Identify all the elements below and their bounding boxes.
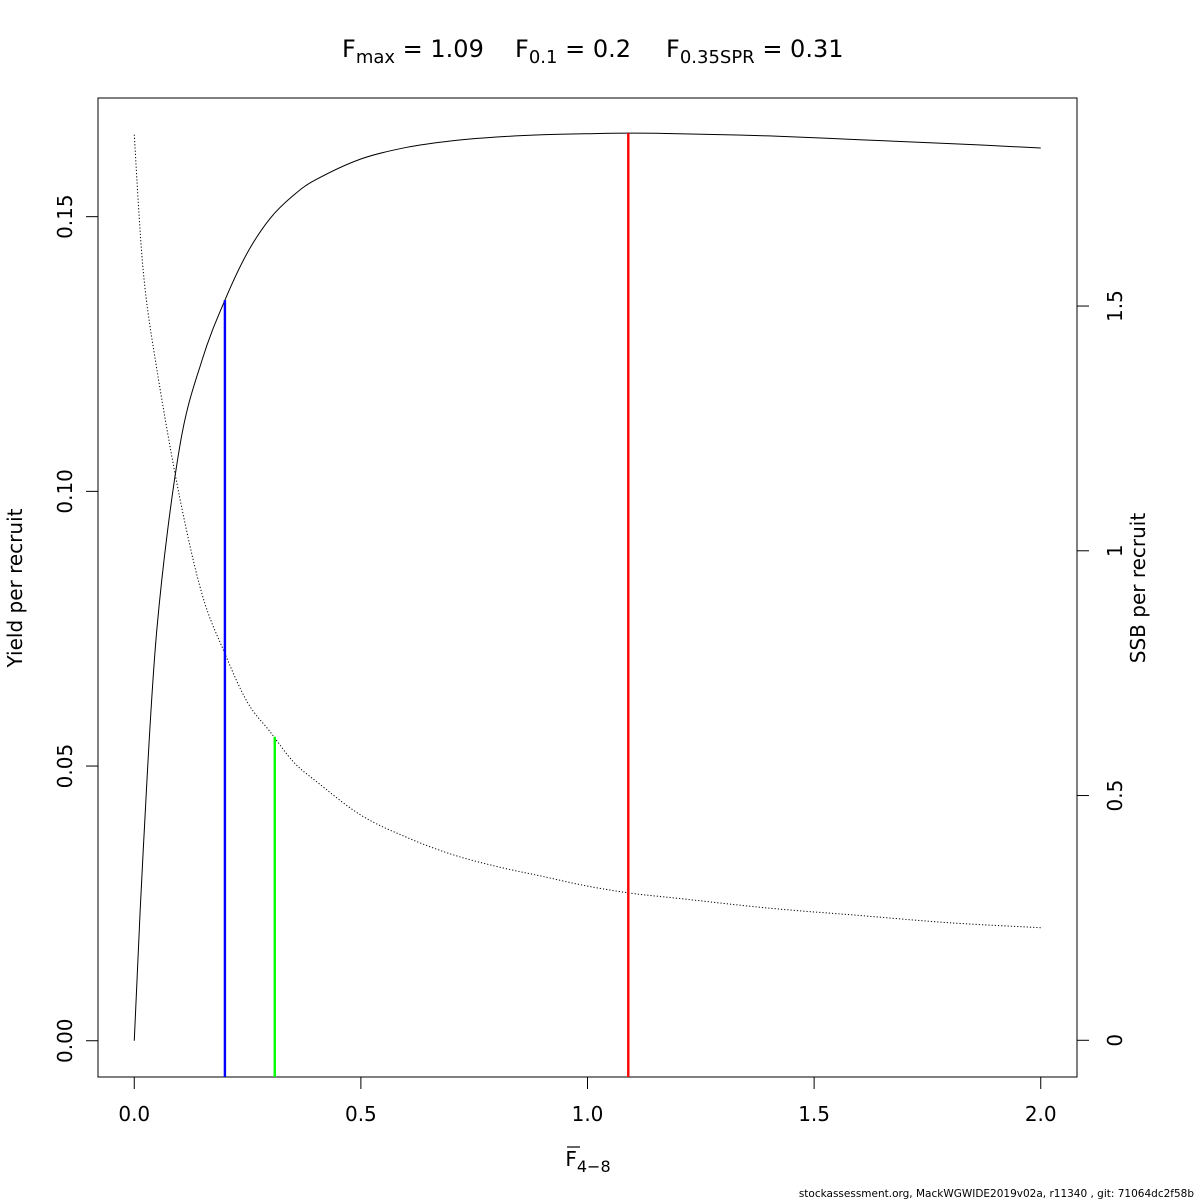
y-tick-label-left: 0.05 xyxy=(53,744,77,789)
title-f01: F0.1 = 0.2 xyxy=(515,35,631,68)
footer-credit: stockassessment.org, MackWGWIDE2019v02a,… xyxy=(799,1188,1195,1200)
y-tick-label-right: 1.5 xyxy=(1103,290,1127,322)
x-tick-label: 0.5 xyxy=(345,1102,377,1126)
y-tick-label-left: 0.10 xyxy=(53,469,77,514)
y-axis-label-left: Yield per recruit xyxy=(3,508,27,668)
title-f035spr: F0.35SPR = 0.31 xyxy=(666,35,844,68)
ssb-per-recruit-line xyxy=(133,134,1041,929)
x-tick-label: 2.0 xyxy=(1025,1102,1057,1126)
x-tick-label: 1.0 xyxy=(572,1102,604,1126)
plot-frame xyxy=(97,97,1078,1078)
x-axis-label: F4−8 xyxy=(565,1147,610,1176)
y-tick-label-right: 0.5 xyxy=(1103,780,1127,812)
yield-per-recruit-line xyxy=(133,132,1041,1041)
x-tick-label: 1.5 xyxy=(798,1102,830,1126)
x-tick-label: 0.0 xyxy=(118,1102,150,1126)
y-tick-label-right: 1 xyxy=(1103,544,1127,557)
y-tick-label-left: 0.00 xyxy=(53,1018,77,1063)
y-tick-label-left: 0.15 xyxy=(53,194,77,239)
y-axis-label-right: SSB per recruit xyxy=(1126,513,1150,664)
y-tick-label-right: 0 xyxy=(1103,1034,1127,1047)
title-fmax: Fmax = 1.09 xyxy=(342,35,484,68)
